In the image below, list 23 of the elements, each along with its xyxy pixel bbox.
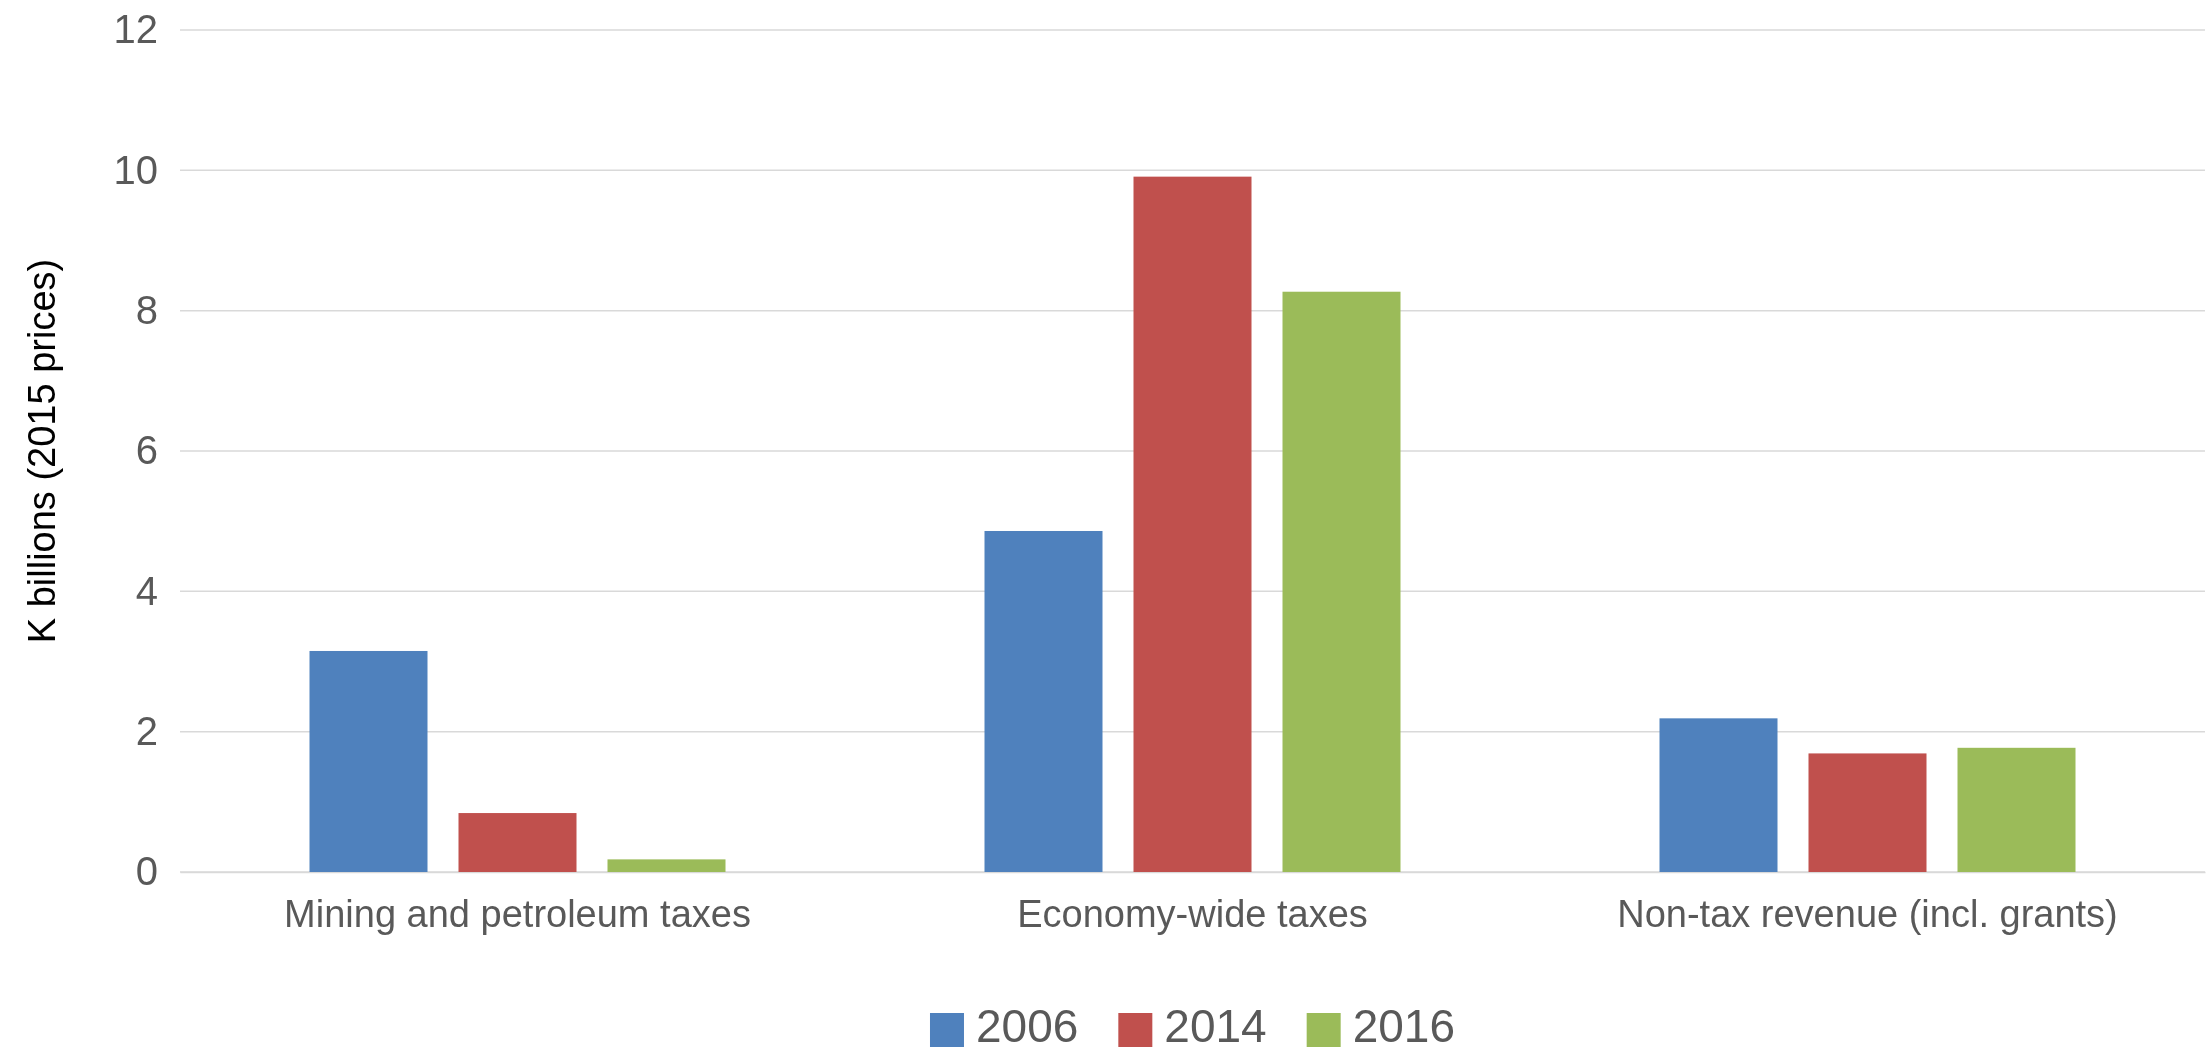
y-tick-label: 8 bbox=[135, 287, 158, 332]
bar bbox=[984, 530, 1103, 872]
x-tick-label: Non-tax revenue (incl. grants) bbox=[1617, 892, 2118, 935]
y-tick-label: 0 bbox=[135, 849, 158, 894]
y-tick-label: 4 bbox=[135, 568, 158, 613]
bar bbox=[1957, 747, 2076, 872]
y-tick-label: 2 bbox=[135, 708, 158, 753]
y-tick-label: 12 bbox=[113, 7, 158, 52]
y-axis-title: K billions (2015 prices) bbox=[21, 258, 64, 644]
x-tick-label: Mining and petroleum taxes bbox=[284, 892, 751, 935]
y-tick-label: 10 bbox=[113, 147, 158, 192]
bar bbox=[607, 859, 726, 872]
x-tick-label: Economy-wide taxes bbox=[1017, 892, 1368, 935]
bar bbox=[1133, 176, 1252, 872]
bar bbox=[1659, 718, 1778, 872]
legend-label: 2006 bbox=[975, 1000, 1079, 1053]
bar bbox=[458, 813, 577, 872]
legend-label: 2016 bbox=[1352, 1000, 1456, 1053]
y-tick-label: 6 bbox=[135, 428, 158, 473]
bar bbox=[1282, 291, 1401, 872]
bar bbox=[309, 650, 428, 872]
bar bbox=[1808, 753, 1927, 872]
legend-label: 2014 bbox=[1164, 1000, 1267, 1053]
